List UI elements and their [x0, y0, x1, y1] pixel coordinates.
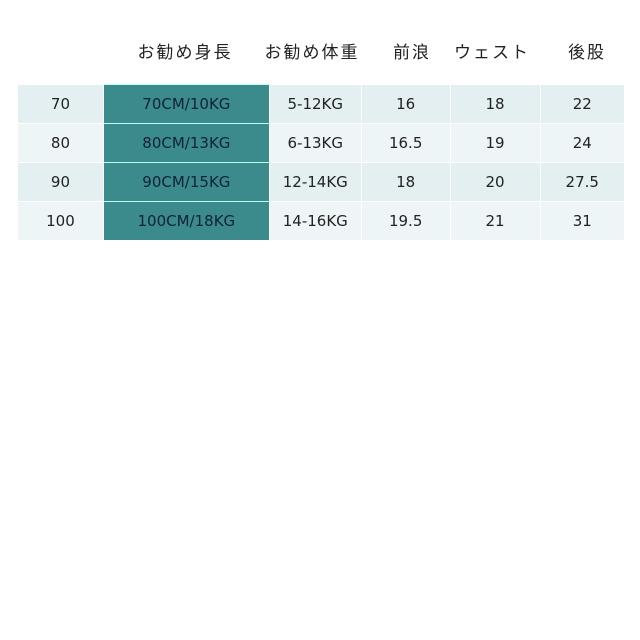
size-cell: 100 [17, 201, 104, 240]
header-back-rise: 後股 [568, 43, 606, 63]
height-weight-cell: 90CM/15KG [102, 162, 270, 202]
header-waist: ウェスト [454, 43, 530, 63]
weight-cell: 14-16KG [268, 201, 362, 240]
table-row: 100 100CM/18KG 14-16KG 19.5 21 31 [17, 201, 624, 240]
weight-cell: 6-13KG [268, 123, 362, 163]
height-weight-cell: 100CM/18KG [102, 201, 270, 240]
size-table: 70 70CM/10KG 5-12KG 16 18 22 80 80CM/13K… [17, 84, 624, 240]
front-rise-cell: 16 [360, 84, 451, 124]
weight-cell: 5-12KG [268, 84, 362, 124]
waist-cell: 19 [449, 123, 541, 163]
size-cell: 70 [17, 84, 104, 124]
header-recommended-height: お勧め身長 [137, 43, 233, 63]
table-row: 80 80CM/13KG 6-13KG 16.5 19 24 [17, 123, 624, 163]
weight-cell: 12-14KG [268, 162, 362, 202]
header-front-rise: 前浪 [393, 43, 431, 63]
waist-cell: 21 [449, 201, 541, 240]
height-weight-cell: 70CM/10KG [102, 84, 270, 124]
back-rise-cell: 31 [539, 201, 624, 240]
waist-cell: 20 [449, 162, 541, 202]
height-weight-cell: 80CM/13KG [102, 123, 270, 163]
waist-cell: 18 [449, 84, 541, 124]
back-rise-cell: 27.5 [539, 162, 624, 202]
table-row: 90 90CM/15KG 12-14KG 18 20 27.5 [17, 162, 624, 202]
header-recommended-weight: お勧め体重 [264, 43, 360, 63]
back-rise-cell: 24 [539, 123, 624, 163]
front-rise-cell: 16.5 [360, 123, 451, 163]
table-row: 70 70CM/10KG 5-12KG 16 18 22 [17, 84, 624, 124]
size-cell: 80 [17, 123, 104, 163]
back-rise-cell: 22 [539, 84, 624, 124]
front-rise-cell: 18 [360, 162, 451, 202]
size-cell: 90 [17, 162, 104, 202]
front-rise-cell: 19.5 [360, 201, 451, 240]
